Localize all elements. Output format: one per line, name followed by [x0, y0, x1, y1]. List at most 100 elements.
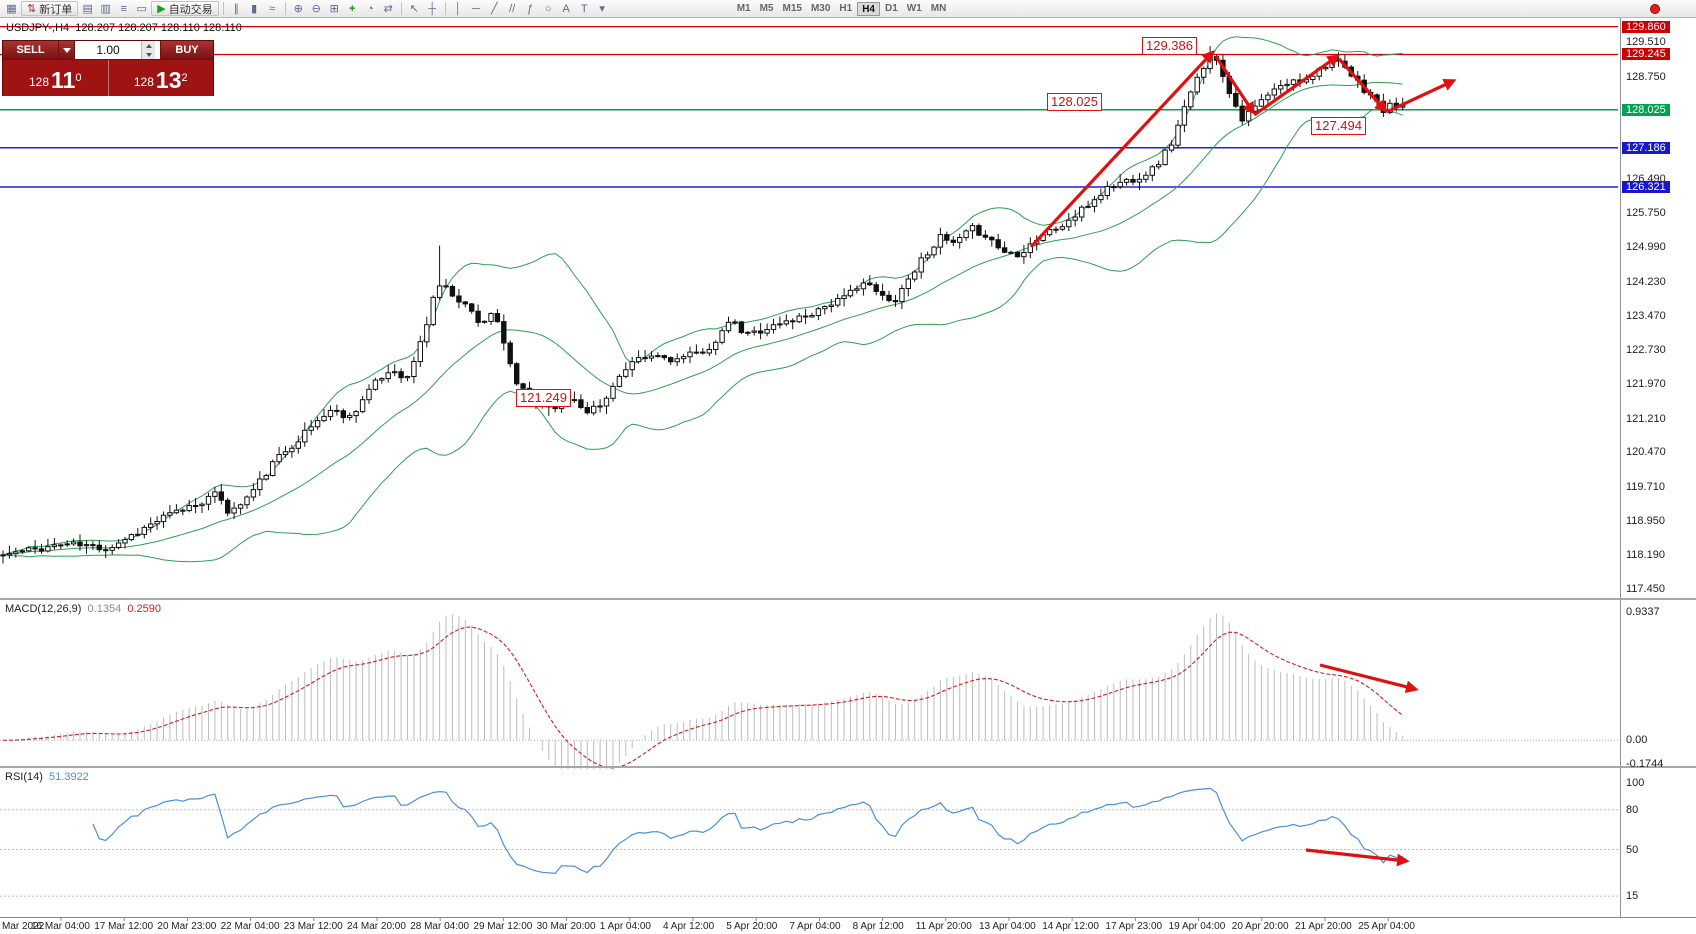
zoom-in-icon[interactable]: ⊕ — [293, 3, 303, 15]
sell-price-button[interactable]: 128 11 0 — [3, 60, 108, 96]
candlesticks — [0, 46, 1406, 564]
timeframe-m30[interactable]: M30 — [810, 2, 831, 14]
toolbar-separator — [444, 2, 446, 15]
horizontal-line-icon[interactable]: ─ — [472, 2, 481, 15]
market-watch-icon[interactable]: ▤ — [82, 3, 93, 15]
price-scale-green-box: 128.025 — [1622, 103, 1670, 116]
navigator-icon[interactable]: ≡ — [120, 2, 127, 15]
macd-indicator — [0, 613, 1618, 770]
volume-input[interactable] — [75, 41, 141, 59]
buy-price-fraction: 2 — [181, 72, 188, 84]
price-scale-blue-box: 127.186 — [1622, 141, 1670, 154]
price-scale-label: 124.230 — [1626, 275, 1666, 288]
one-click-trading-panel: SELL BUY 128 11 0 128 13 2 — [2, 40, 214, 96]
time-axis-label: 21 Apr 20:00 — [1295, 921, 1352, 932]
trend-arrows[interactable] — [1029, 50, 1457, 867]
terminal-icon[interactable]: ▭ — [136, 3, 147, 15]
price-annotation[interactable]: 121.249 — [516, 389, 571, 408]
chart-shift-icon[interactable]: ⇄ — [383, 3, 393, 15]
text-icon[interactable]: A — [562, 2, 570, 15]
rsi-scale-label: 50 — [1626, 843, 1639, 856]
volume-spinner — [141, 41, 155, 59]
volume-decrease-button[interactable] — [142, 50, 155, 59]
buy-price-pips: 13 — [155, 67, 182, 93]
time-axis-label: 22 Mar 04:00 — [220, 921, 280, 932]
timeframe-m5[interactable]: M5 — [759, 2, 774, 14]
zoom-out-icon[interactable]: ⊖ — [311, 3, 321, 15]
tile-windows-icon[interactable]: ⊞ — [329, 3, 339, 15]
sell-button[interactable]: SELL — [3, 41, 59, 59]
add-indicator-icon[interactable]: + — [348, 2, 356, 15]
toolbar-separator — [222, 2, 224, 15]
fibonacci-icon[interactable]: ƒ — [527, 2, 534, 15]
time-axis-label: 5 Apr 20:00 — [726, 921, 778, 932]
data-window-icon[interactable]: ▥ — [100, 3, 111, 15]
time-axis-label: 4 Apr 12:00 — [663, 921, 715, 932]
time-axis-label: 7 Apr 04:00 — [789, 921, 841, 932]
pane-separator-rsi[interactable] — [0, 766, 1696, 768]
time-axis-label: 30 Mar 20:00 — [536, 921, 596, 932]
pane-separator-macd[interactable] — [0, 598, 1696, 600]
volume-field — [75, 41, 160, 59]
volume-dropdown-button[interactable] — [59, 41, 75, 59]
cursor-icon[interactable]: ↖ — [409, 3, 419, 15]
toolbar: ▦ ⇅ 新订单 ▤ ▥ ≡ ▭ ▶ 自动交易 ∥ ▮ ≈ ⊕ ⊖ ⊞ + ◔ ⇄ ↖ ┼ │ ─ ╱ // ƒ ○ A T ▾ M1 M5 M… — [0, 0, 1696, 18]
macd-scale-label: 0.9337 — [1626, 605, 1660, 618]
time-axis-label: 25 Apr 04:00 — [1358, 921, 1415, 932]
record-indicator-icon — [1650, 4, 1660, 14]
autotrading-icon: ▶ — [157, 3, 166, 15]
price-annotation[interactable]: 127.494 — [1311, 117, 1366, 136]
rsi-label: RSI(14) 51.3922 — [5, 771, 89, 783]
macd-main-value: 0.1354 — [87, 603, 122, 615]
chart-window-icon[interactable]: ▦ — [6, 3, 17, 15]
price-scale-red-box: 129.245 — [1622, 48, 1670, 61]
channel-icon[interactable]: // — [509, 2, 516, 15]
timeframe-m1[interactable]: M1 — [736, 2, 751, 14]
macd-scale-label: 0.00 — [1626, 734, 1648, 747]
chevron-up-icon — [145, 43, 152, 48]
price-scale-label: 120.470 — [1626, 446, 1666, 459]
rsi-indicator — [0, 787, 1618, 897]
price-scale-blue-box: 126.321 — [1622, 180, 1670, 193]
arrows-dropdown-icon[interactable]: ▾ — [599, 3, 605, 15]
candlestick-chart-icon[interactable]: ▮ — [251, 3, 258, 15]
line-chart-icon[interactable]: ≈ — [269, 2, 276, 15]
time-axis-label: 24 Mar 20:00 — [347, 921, 406, 932]
new-order-icon: ⇅ — [27, 3, 37, 15]
time-axis-label: Mar 2022 — [2, 921, 45, 932]
vertical-line-icon[interactable]: │ — [454, 2, 462, 15]
crosshair-icon[interactable]: ┼ — [428, 2, 437, 15]
time-axis-label: 13 Apr 04:00 — [979, 921, 1036, 932]
timeframe-h1[interactable]: H1 — [839, 2, 853, 14]
timeframe-m15[interactable]: M15 — [782, 2, 802, 14]
chart-title: USDJPY-,H4 128.207 128.207 128.110 128.1… — [6, 22, 242, 34]
macd-signal-value: 0.2590 — [127, 603, 161, 615]
chevron-down-icon — [62, 47, 71, 53]
buy-button[interactable]: BUY — [160, 41, 213, 59]
new-order-button[interactable]: ⇅ 新订单 — [21, 1, 79, 16]
time-axis-label: 14 Apr 12:00 — [1042, 921, 1099, 932]
volume-increase-button[interactable] — [142, 41, 155, 50]
toolbar-separator — [400, 2, 402, 15]
period-icon[interactable]: ◔ — [366, 2, 374, 15]
time-axis-label: 29 Mar 12:00 — [473, 921, 533, 932]
bar-chart-icon[interactable]: ∥ — [233, 3, 239, 15]
time-axis-label: 23 Mar 12:00 — [283, 921, 343, 932]
timeframe-mn[interactable]: MN — [930, 2, 947, 14]
timeframe-h4[interactable]: H4 — [857, 1, 880, 16]
price-annotation[interactable]: 128.025 — [1047, 92, 1102, 111]
time-axis-label: 16 Mar 04:00 — [31, 921, 90, 932]
timeframe-d1[interactable]: D1 — [885, 2, 898, 14]
trendline-icon[interactable]: ╱ — [490, 3, 498, 15]
label-icon[interactable]: T — [580, 2, 588, 15]
timeframe-w1[interactable]: W1 — [906, 2, 922, 14]
price-annotation[interactable]: 129.386 — [1142, 37, 1197, 56]
price-scale-label: 122.730 — [1626, 343, 1666, 356]
sell-price-pips: 11 — [51, 67, 76, 93]
price-scale-label: 117.450 — [1626, 582, 1665, 595]
buy-price-button[interactable]: 128 13 2 — [109, 60, 214, 96]
autotrading-button[interactable]: ▶ 自动交易 — [151, 1, 219, 16]
horizontal-level-lines[interactable] — [0, 26, 1618, 188]
shapes-icon[interactable]: ○ — [544, 2, 552, 15]
